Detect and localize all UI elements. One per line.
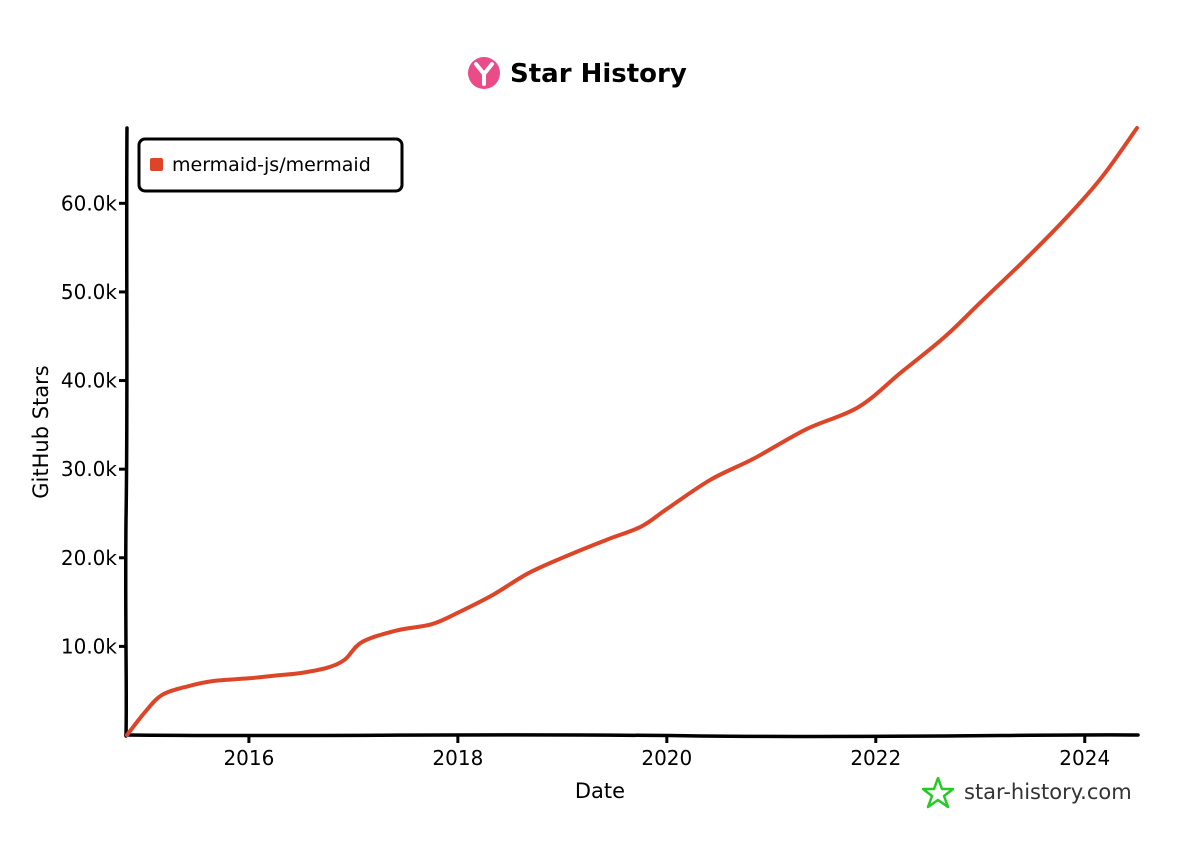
y-tick-label: 10.0k <box>61 634 118 658</box>
legend-swatch <box>150 158 163 171</box>
x-axis-label: Date <box>575 779 625 803</box>
y-axis-line <box>123 126 129 738</box>
y-tick-label: 40.0k <box>61 369 118 393</box>
green-star-icon <box>921 776 955 809</box>
watermark-text: star-history.com <box>964 780 1132 804</box>
chart-title-group: Star History <box>468 57 687 89</box>
x-tick-label: 2024 <box>1059 746 1110 770</box>
legend: mermaid-js/mermaid <box>137 137 404 193</box>
y-axis-label: GitHub Stars <box>29 365 53 498</box>
y-tick-label: 30.0k <box>61 457 118 481</box>
y-tick-label: 50.0k <box>61 280 118 304</box>
watermark: star-history.com <box>921 776 1132 809</box>
y-tick-label: 20.0k <box>61 546 118 570</box>
series-line-mermaid <box>125 126 1139 737</box>
series-points <box>125 126 1139 737</box>
legend-entry-mermaid: mermaid-js/mermaid <box>172 154 371 176</box>
x-axis-line <box>124 733 1140 739</box>
chart-title: Star History <box>510 59 687 89</box>
x-tick-label: 2022 <box>850 746 901 770</box>
logo-glyph <box>474 62 494 86</box>
x-tick-label: 2020 <box>641 746 692 770</box>
x-axis-ticks: 2016 2018 2020 2022 2024 <box>223 735 1110 770</box>
x-tick-label: 2018 <box>432 746 483 770</box>
legend-box <box>137 137 404 193</box>
y-tick-label: 60.0k <box>61 191 118 215</box>
x-tick-label: 2016 <box>223 746 274 770</box>
y-axis-ticks: 10.0k 20.0k 30.0k 40.0k 50.0k 60.0k <box>61 191 127 658</box>
